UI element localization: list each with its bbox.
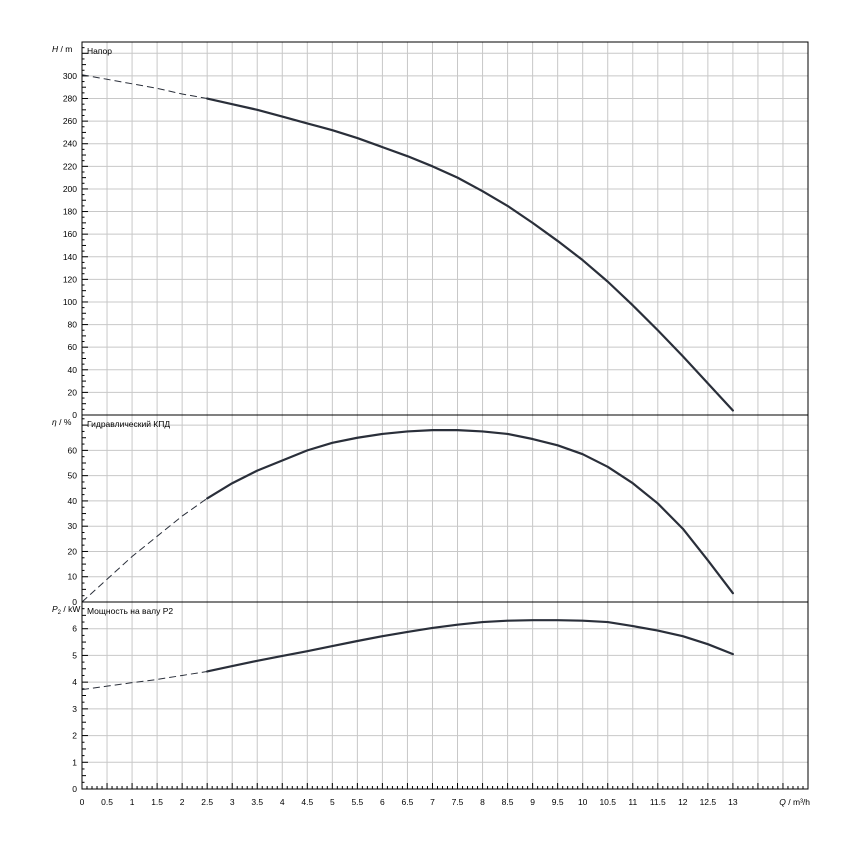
y-tick-label: 6 [72, 624, 77, 634]
y-tick-label: 100 [63, 297, 77, 307]
x-tick-label: 6 [380, 797, 385, 807]
y-tick-label: 5 [72, 650, 77, 660]
x-tick-label: 5 [330, 797, 335, 807]
x-tick-label: 0.5 [101, 797, 113, 807]
y-tick-label: 50 [68, 471, 78, 481]
y-tick-label: 4 [72, 677, 77, 687]
y-tick-label: 0 [72, 784, 77, 794]
y-axis-label: H / m [52, 44, 72, 54]
x-tick-label: 0 [80, 797, 85, 807]
y-tick-label: 60 [68, 342, 78, 352]
y-tick-label: 40 [68, 496, 78, 506]
x-tick-label: 3.5 [251, 797, 263, 807]
y-axis-label: P2 / kW [52, 604, 80, 616]
panel-title: Напор [87, 46, 112, 56]
x-axis-label: Q / m³/h [779, 797, 810, 807]
panel-frame [81, 414, 809, 603]
y-tick-label: 10 [68, 572, 78, 582]
x-tick-label: 12 [678, 797, 688, 807]
x-tick-label: 7.5 [452, 797, 464, 807]
y-tick-label: 0 [72, 410, 77, 420]
y-tick-label: 300 [63, 71, 77, 81]
y-axis-label: η / % [52, 417, 72, 427]
x-tick-label: 12.5 [700, 797, 717, 807]
y-tick-label: 200 [63, 184, 77, 194]
y-tick-label: 280 [63, 94, 77, 104]
x-tick-label: 1.5 [151, 797, 163, 807]
y-tick-label: 60 [68, 445, 78, 455]
series-line-extrapolated [81, 74, 208, 100]
panel-head: 0 20 40 60 80 100 120 140 160 180 200 220 240 260 280 3… [52, 41, 809, 420]
x-tick-label: 13 [728, 797, 738, 807]
panel-efficiency: 0 10 20 30 40 50 60 η / % Гидравлический КПД [52, 414, 809, 607]
series-line-extrapolated [81, 670, 208, 691]
y-tick-label: 20 [68, 387, 78, 397]
series-line-extrapolated [81, 497, 208, 603]
x-tick-label: 1 [130, 797, 135, 807]
x-tick-label: 4.5 [301, 797, 313, 807]
panel-power: 0 1 2 3 4 5 6 P2 / kW Мощность на валу P2 [52, 601, 809, 794]
y-tick-label: 260 [63, 116, 77, 126]
x-tick-label: 2 [180, 797, 185, 807]
x-tick-label: 7 [430, 797, 435, 807]
panel-title: Гидравлический КПД [87, 419, 170, 429]
panel-title: Мощность на валу P2 [87, 606, 173, 616]
y-tick-label: 2 [72, 731, 77, 741]
y-tick-label: 30 [68, 521, 78, 531]
y-tick-label: 1 [72, 757, 77, 767]
x-tick-label: 10.5 [599, 797, 616, 807]
x-tick-label: 9 [530, 797, 535, 807]
y-tick-label: 120 [63, 274, 77, 284]
y-tick-label: 20 [68, 546, 78, 556]
x-tick-label: 10 [578, 797, 588, 807]
x-tick-label: 3 [230, 797, 235, 807]
x-tick-label: 11 [628, 797, 637, 807]
x-tick-label: 4 [280, 797, 285, 807]
x-tick-label: 8 [480, 797, 485, 807]
x-tick-label: 5.5 [351, 797, 363, 807]
x-axis: 0 0.5 1 1.5 2 2.5 3 3.5 4 4.5 5 5.5 6 6.5 7 7.5 8 8.5 9 9.5… [80, 783, 810, 807]
series-line [206, 429, 734, 595]
x-tick-label: 11.5 [650, 797, 666, 807]
panel-frame [81, 601, 809, 790]
x-tick-label: 2.5 [201, 797, 213, 807]
y-tick-label: 240 [63, 139, 77, 149]
y-tick-label: 80 [68, 320, 78, 330]
y-tick-label: 3 [72, 704, 77, 714]
y-tick-label: 180 [63, 207, 77, 217]
y-tick-label: 220 [63, 161, 77, 171]
series-line [206, 97, 734, 412]
x-tick-label: 8.5 [502, 797, 514, 807]
series-line [206, 619, 734, 673]
y-tick-label: 0 [72, 597, 77, 607]
y-tick-label: 40 [68, 365, 78, 375]
panel-frame [81, 41, 809, 416]
y-tick-label: 140 [63, 252, 77, 262]
x-tick-label: 9.5 [552, 797, 564, 807]
x-tick-label: 6.5 [402, 797, 414, 807]
y-tick-label: 160 [63, 229, 77, 239]
